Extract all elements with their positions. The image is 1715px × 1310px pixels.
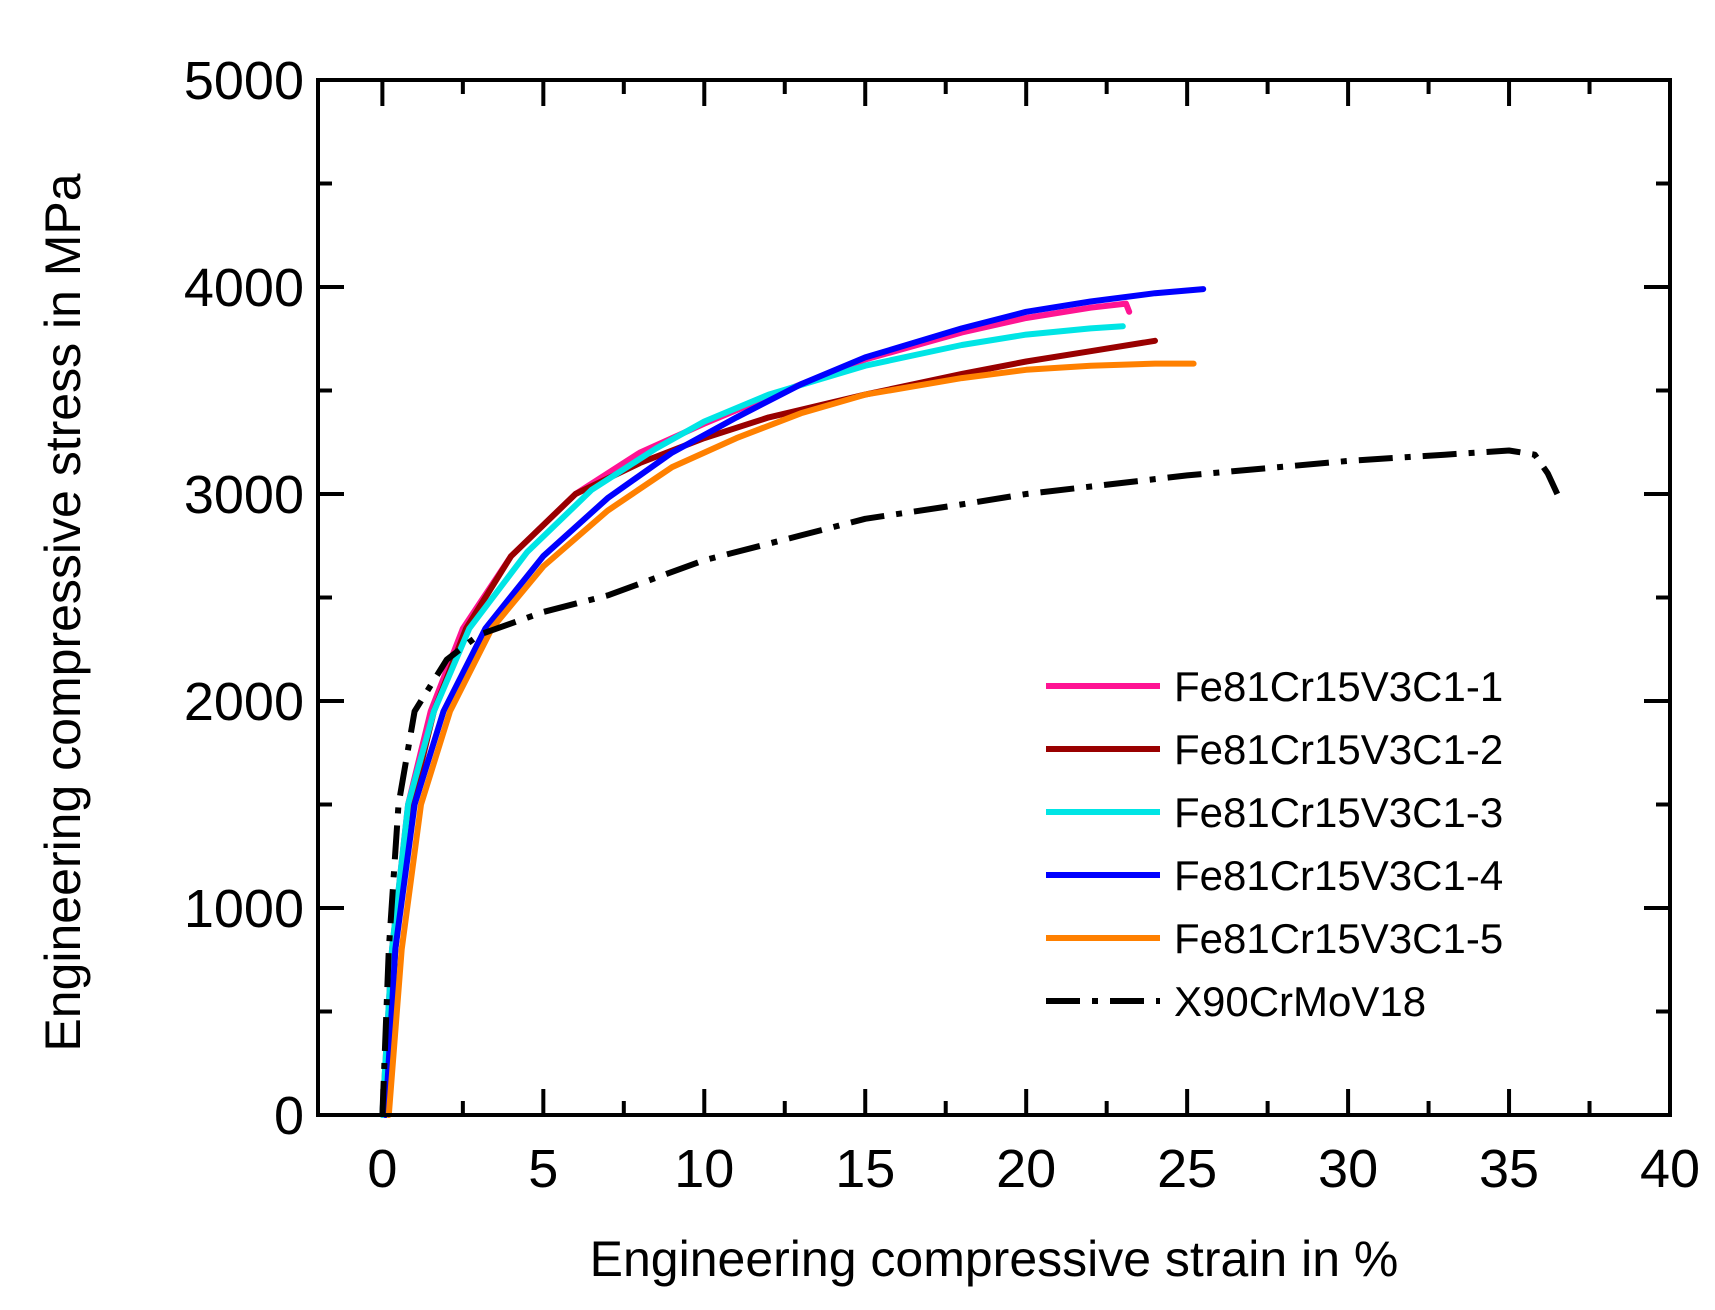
y-tick-label: 1000: [184, 879, 304, 939]
x-tick-label: 35: [1479, 1139, 1539, 1199]
plot-frame: [316, 78, 1672, 1117]
x-tick-label: 5: [528, 1139, 558, 1199]
y-axis-label: Engineering compressive stress in MPa: [35, 173, 91, 1051]
x-tick-label: 30: [1318, 1139, 1378, 1199]
legend-item: X90CrMoV18: [1046, 978, 1426, 1025]
legend-item: Fe81Cr15V3C1-4: [1046, 852, 1503, 899]
x-axis-label: Engineering compressive strain in %: [590, 1231, 1399, 1287]
x-tick-label: 10: [674, 1139, 734, 1199]
series-layer: [379, 286, 1561, 1118]
x-tick-label: 25: [1157, 1139, 1217, 1199]
x-tick-label: 40: [1640, 1139, 1700, 1199]
x-tick-label: 15: [835, 1139, 895, 1199]
legend-label: Fe81Cr15V3C1-5: [1174, 915, 1503, 962]
x-tick-label: 20: [996, 1139, 1056, 1199]
series-line-5: [385, 360, 1197, 1118]
series-line-6: [379, 447, 1561, 1116]
y-tick-label: 0: [274, 1086, 304, 1146]
legend-label: Fe81Cr15V3C1-3: [1174, 789, 1503, 836]
legend-item: Fe81Cr15V3C1-3: [1046, 789, 1503, 836]
tick-labels-layer: 0 5 10 15 20 25 30 35 40 0 1000 2000 3000 4000 5000: [184, 51, 1700, 1199]
legend-label: Fe81Cr15V3C1-4: [1174, 852, 1503, 899]
x-tick-label: 0: [367, 1139, 397, 1199]
legend: Fe81Cr15V3C1-1 Fe81Cr15V3C1-2 Fe81Cr15V3C1…: [1046, 663, 1503, 1025]
legend-label: Fe81Cr15V3C1-1: [1174, 663, 1503, 710]
legend-item: Fe81Cr15V3C1-5: [1046, 915, 1503, 962]
series-line-4: [382, 286, 1207, 1118]
legend-item: Fe81Cr15V3C1-2: [1046, 726, 1503, 773]
y-tick-label: 5000: [184, 51, 304, 111]
legend-label: X90CrMoV18: [1174, 978, 1426, 1025]
legend-item: Fe81Cr15V3C1-1: [1046, 663, 1503, 710]
legend-label: Fe81Cr15V3C1-2: [1174, 726, 1503, 773]
y-tick-label: 3000: [184, 465, 304, 525]
ticks-layer: [318, 78, 1672, 1117]
y-tick-label: 2000: [184, 672, 304, 732]
series-line-3: [379, 323, 1126, 1118]
y-tick-label: 4000: [184, 258, 304, 318]
